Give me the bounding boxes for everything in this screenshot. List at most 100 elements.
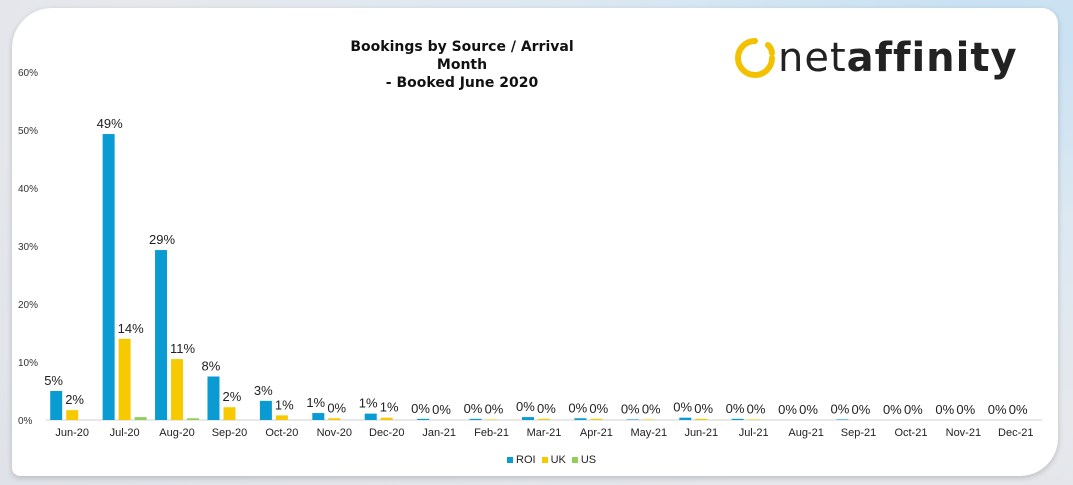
bar-roi <box>522 417 534 420</box>
x-tick-label: Feb-21 <box>474 427 509 439</box>
data-label-roi: 0% <box>621 401 640 416</box>
bar-uk <box>380 417 393 420</box>
data-label-roi: 5% <box>44 373 63 388</box>
data-label-roi: 0% <box>935 402 954 417</box>
data-label-roi: 0% <box>831 401 850 416</box>
bar-chart: 0%10%20%30%40%50%60%5%2%Jun-2049%14%Jul-… <box>18 68 1042 439</box>
data-label-roi: 49% <box>97 116 123 131</box>
bar-roi <box>469 418 482 420</box>
data-label-uk: 0% <box>904 402 923 417</box>
bar-us <box>134 417 147 420</box>
bar-uk <box>695 418 708 420</box>
data-label-roi: 1% <box>306 395 325 410</box>
y-tick-label: 50% <box>18 126 38 137</box>
legend-swatch-us <box>571 457 578 463</box>
data-label-roi: 0% <box>778 402 797 417</box>
data-label-roi: 8% <box>201 359 220 374</box>
data-label-uk: 0% <box>694 401 713 416</box>
bar-uk <box>590 418 603 420</box>
x-tick-label: Oct-21 <box>894 427 927 439</box>
bar-uk <box>275 415 288 420</box>
bar-roi <box>50 391 63 420</box>
bar-uk <box>538 418 550 420</box>
netaffinity-ring-logo-icon <box>735 38 775 78</box>
bar-roi <box>626 419 639 420</box>
legend-label-us: US <box>580 454 597 466</box>
data-label-roi: 3% <box>254 383 273 398</box>
data-label-roi: 0% <box>726 401 745 416</box>
x-tick-label: Mar-21 <box>527 427 562 439</box>
y-tick-label: 0% <box>18 416 33 427</box>
data-label-roi: 0% <box>883 402 902 417</box>
bar-uk <box>485 419 498 420</box>
y-tick-label: 20% <box>18 300 38 311</box>
bar-uk <box>642 419 655 420</box>
chart-card: Bookings by Source / Arrival Month - Boo… <box>12 8 1058 476</box>
x-tick-label: May-21 <box>630 427 667 439</box>
data-label-uk: 0% <box>1009 402 1028 417</box>
x-tick-label: Nov-21 <box>946 427 981 439</box>
x-tick-label: Jun-20 <box>55 427 89 439</box>
data-label-uk: 14% <box>118 321 144 336</box>
data-label-roi: 0% <box>411 401 430 416</box>
y-tick-label: 30% <box>18 242 38 253</box>
data-label-uk: 0% <box>799 402 818 417</box>
bar-uk <box>118 338 131 420</box>
data-label-uk: 0% <box>537 401 556 416</box>
bar-uk <box>328 418 341 420</box>
bar-roi <box>731 418 744 420</box>
logo-wordmark: netaffinity <box>778 38 1018 78</box>
data-label-roi: 0% <box>516 399 535 414</box>
legend-label-roi: ROI <box>516 454 536 466</box>
legend-swatch-roi <box>507 457 513 463</box>
bar-roi <box>364 413 377 420</box>
x-tick-label: Sep-21 <box>841 427 876 439</box>
data-label-uk: 0% <box>956 402 975 417</box>
bar-roi <box>207 376 220 420</box>
data-label-uk: 0% <box>589 401 608 416</box>
data-label-uk: 0% <box>852 402 871 417</box>
bar-roi <box>679 417 692 420</box>
chart-legend: ROI UK US <box>507 454 596 466</box>
bar-us <box>187 418 200 420</box>
data-label-uk: 2% <box>65 392 84 407</box>
x-tick-label: Jan-21 <box>422 427 456 439</box>
data-label-roi: 0% <box>988 402 1007 417</box>
data-label-uk: 0% <box>432 402 451 417</box>
data-label-uk: 0% <box>485 401 504 416</box>
bar-uk <box>171 359 184 420</box>
data-label-roi: 1% <box>359 396 378 411</box>
x-tick-label: Jul-21 <box>739 427 769 439</box>
data-label-roi: 0% <box>568 400 587 415</box>
data-label-uk: 1% <box>275 397 294 412</box>
x-tick-label: Dec-20 <box>369 427 404 439</box>
bar-uk <box>223 407 236 420</box>
data-label-uk: 2% <box>222 389 241 404</box>
chart-title-line-1: Bookings by Source / Arrival Month <box>350 39 574 73</box>
y-tick-label: 60% <box>18 68 38 79</box>
bar-roi <box>417 418 430 420</box>
x-tick-label: Jun-21 <box>684 427 718 439</box>
data-label-uk: 0% <box>327 400 346 415</box>
bar-roi <box>155 250 168 420</box>
x-tick-label: Nov-20 <box>317 427 352 439</box>
netaffinity-logo: netaffinity <box>732 34 1018 82</box>
data-label-uk: 0% <box>747 401 766 416</box>
x-tick-label: Aug-20 <box>159 427 194 439</box>
legend-item-uk: UK <box>541 454 566 466</box>
x-tick-label: Apr-21 <box>580 427 613 439</box>
x-tick-label: Dec-21 <box>998 427 1033 439</box>
x-tick-label: Jul-20 <box>110 427 140 439</box>
bar-uk <box>747 419 760 420</box>
bar-roi <box>312 413 325 420</box>
data-label-roi: 0% <box>673 400 692 415</box>
bar-roi <box>259 400 272 420</box>
bar-roi <box>102 134 115 420</box>
x-tick-label: Sep-20 <box>212 427 247 439</box>
data-label-uk: 0% <box>642 401 661 416</box>
x-tick-label: Aug-21 <box>788 427 823 439</box>
bar-roi <box>574 418 587 420</box>
data-label-roi: 0% <box>464 401 483 416</box>
chart-title: Bookings by Source / Arrival Month - Boo… <box>342 38 582 92</box>
x-tick-label: Oct-20 <box>265 427 298 439</box>
